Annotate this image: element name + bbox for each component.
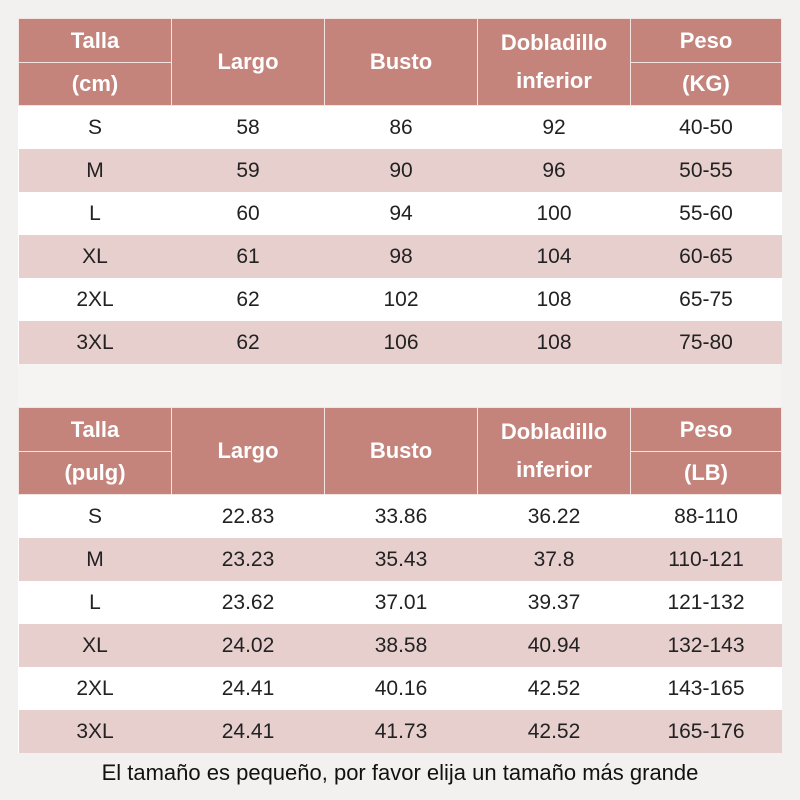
table-row: XL 24.02 38.58 40.94 132-143 bbox=[18, 624, 782, 667]
header-hem-line2: inferior bbox=[516, 457, 592, 482]
cell-hem: 39.37 bbox=[477, 581, 631, 624]
cell-hem: 36.22 bbox=[477, 494, 631, 538]
header-hem: Dobladillo inferior bbox=[477, 407, 631, 495]
header-weight-unit: (KG) bbox=[630, 62, 782, 106]
cell-length: 22.83 bbox=[171, 494, 325, 538]
cell-weight: 121-132 bbox=[630, 581, 782, 624]
cell-bust: 37.01 bbox=[324, 581, 478, 624]
table-row: XL 61 98 104 60-65 bbox=[18, 235, 782, 278]
header-size: Talla bbox=[18, 18, 172, 63]
cell-weight: 55-60 bbox=[630, 192, 782, 235]
size-table-cm: Talla Largo Busto Dobladillo inferior Pe… bbox=[18, 18, 782, 364]
cell-length: 62 bbox=[171, 278, 325, 321]
cell-size: 2XL bbox=[18, 278, 172, 321]
cell-hem: 42.52 bbox=[477, 667, 631, 710]
cell-size: 2XL bbox=[18, 667, 172, 710]
cell-length: 24.41 bbox=[171, 710, 325, 753]
table-row: S 22.83 33.86 36.22 88-110 bbox=[18, 494, 782, 538]
header-hem-line2: inferior bbox=[516, 68, 592, 93]
header-weight: Peso bbox=[630, 18, 782, 63]
cell-hem: 92 bbox=[477, 105, 631, 149]
cell-weight: 75-80 bbox=[630, 321, 782, 364]
cell-weight: 60-65 bbox=[630, 235, 782, 278]
header-hem-line1: Dobladillo bbox=[500, 419, 608, 444]
header-hem: Dobladillo inferior bbox=[477, 18, 631, 106]
table-spacer bbox=[18, 364, 781, 407]
cell-size: L bbox=[18, 192, 172, 235]
header-weight-unit: (LB) bbox=[630, 451, 782, 495]
cell-length: 62 bbox=[171, 321, 325, 364]
table-row: 2XL 24.41 40.16 42.52 143-165 bbox=[18, 667, 782, 710]
cell-hem: 108 bbox=[477, 321, 631, 364]
cell-size: XL bbox=[18, 624, 172, 667]
header-weight: Peso bbox=[630, 407, 782, 452]
cell-bust: 86 bbox=[324, 105, 478, 149]
cell-length: 23.23 bbox=[171, 538, 325, 581]
header-length: Largo bbox=[171, 407, 325, 495]
cell-hem: 42.52 bbox=[477, 710, 631, 753]
cell-bust: 94 bbox=[324, 192, 478, 235]
cell-bust: 35.43 bbox=[324, 538, 478, 581]
cell-weight: 65-75 bbox=[630, 278, 782, 321]
header-bust: Busto bbox=[324, 407, 478, 495]
cell-bust: 98 bbox=[324, 235, 478, 278]
size-chart: Talla Largo Busto Dobladillo inferior Pe… bbox=[18, 18, 782, 753]
table-row: 3XL 24.41 41.73 42.52 165-176 bbox=[18, 710, 782, 753]
header-size-unit: (cm) bbox=[18, 62, 172, 106]
cell-hem: 37.8 bbox=[477, 538, 631, 581]
cell-size: 3XL bbox=[18, 710, 172, 753]
cell-length: 61 bbox=[171, 235, 325, 278]
cell-length: 60 bbox=[171, 192, 325, 235]
cell-hem: 108 bbox=[477, 278, 631, 321]
table-row: M 23.23 35.43 37.8 110-121 bbox=[18, 538, 782, 581]
cell-size: M bbox=[18, 149, 172, 192]
cell-length: 59 bbox=[171, 149, 325, 192]
cell-bust: 102 bbox=[324, 278, 478, 321]
cell-size: 3XL bbox=[18, 321, 172, 364]
cell-length: 24.41 bbox=[171, 667, 325, 710]
table-row: M 59 90 96 50-55 bbox=[18, 149, 782, 192]
header-length: Largo bbox=[171, 18, 325, 106]
table-row: S 58 86 92 40-50 bbox=[18, 105, 782, 149]
cell-weight: 143-165 bbox=[630, 667, 782, 710]
cell-size: S bbox=[18, 105, 172, 149]
cell-bust: 106 bbox=[324, 321, 478, 364]
cell-hem: 104 bbox=[477, 235, 631, 278]
cell-hem: 96 bbox=[477, 149, 631, 192]
cell-bust: 40.16 bbox=[324, 667, 478, 710]
size-table-inches: Talla Largo Busto Dobladillo inferior Pe… bbox=[18, 407, 782, 753]
header-size: Talla bbox=[18, 407, 172, 452]
cell-length: 23.62 bbox=[171, 581, 325, 624]
cell-bust: 38.58 bbox=[324, 624, 478, 667]
cell-weight: 88-110 bbox=[630, 494, 782, 538]
cell-hem: 100 bbox=[477, 192, 631, 235]
cell-weight: 165-176 bbox=[630, 710, 782, 753]
cell-size: XL bbox=[18, 235, 172, 278]
cell-weight: 50-55 bbox=[630, 149, 782, 192]
table-row: 3XL 62 106 108 75-80 bbox=[18, 321, 782, 364]
cell-length: 58 bbox=[171, 105, 325, 149]
cell-length: 24.02 bbox=[171, 624, 325, 667]
cell-weight: 110-121 bbox=[630, 538, 782, 581]
header-size-unit: (pulg) bbox=[18, 451, 172, 495]
cell-bust: 41.73 bbox=[324, 710, 478, 753]
cell-size: L bbox=[18, 581, 172, 624]
header-hem-line1: Dobladillo bbox=[500, 30, 608, 55]
cell-hem: 40.94 bbox=[477, 624, 631, 667]
table-row: L 60 94 100 55-60 bbox=[18, 192, 782, 235]
cell-weight: 40-50 bbox=[630, 105, 782, 149]
cell-size: S bbox=[18, 494, 172, 538]
header-bust: Busto bbox=[324, 18, 478, 106]
table-row: L 23.62 37.01 39.37 121-132 bbox=[18, 581, 782, 624]
table-row: 2XL 62 102 108 65-75 bbox=[18, 278, 782, 321]
footer-note: El tamaño es pequeño, por favor elija un… bbox=[101, 760, 699, 785]
cell-size: M bbox=[18, 538, 172, 581]
cell-bust: 33.86 bbox=[324, 494, 478, 538]
cell-weight: 132-143 bbox=[630, 624, 782, 667]
cell-bust: 90 bbox=[324, 149, 478, 192]
